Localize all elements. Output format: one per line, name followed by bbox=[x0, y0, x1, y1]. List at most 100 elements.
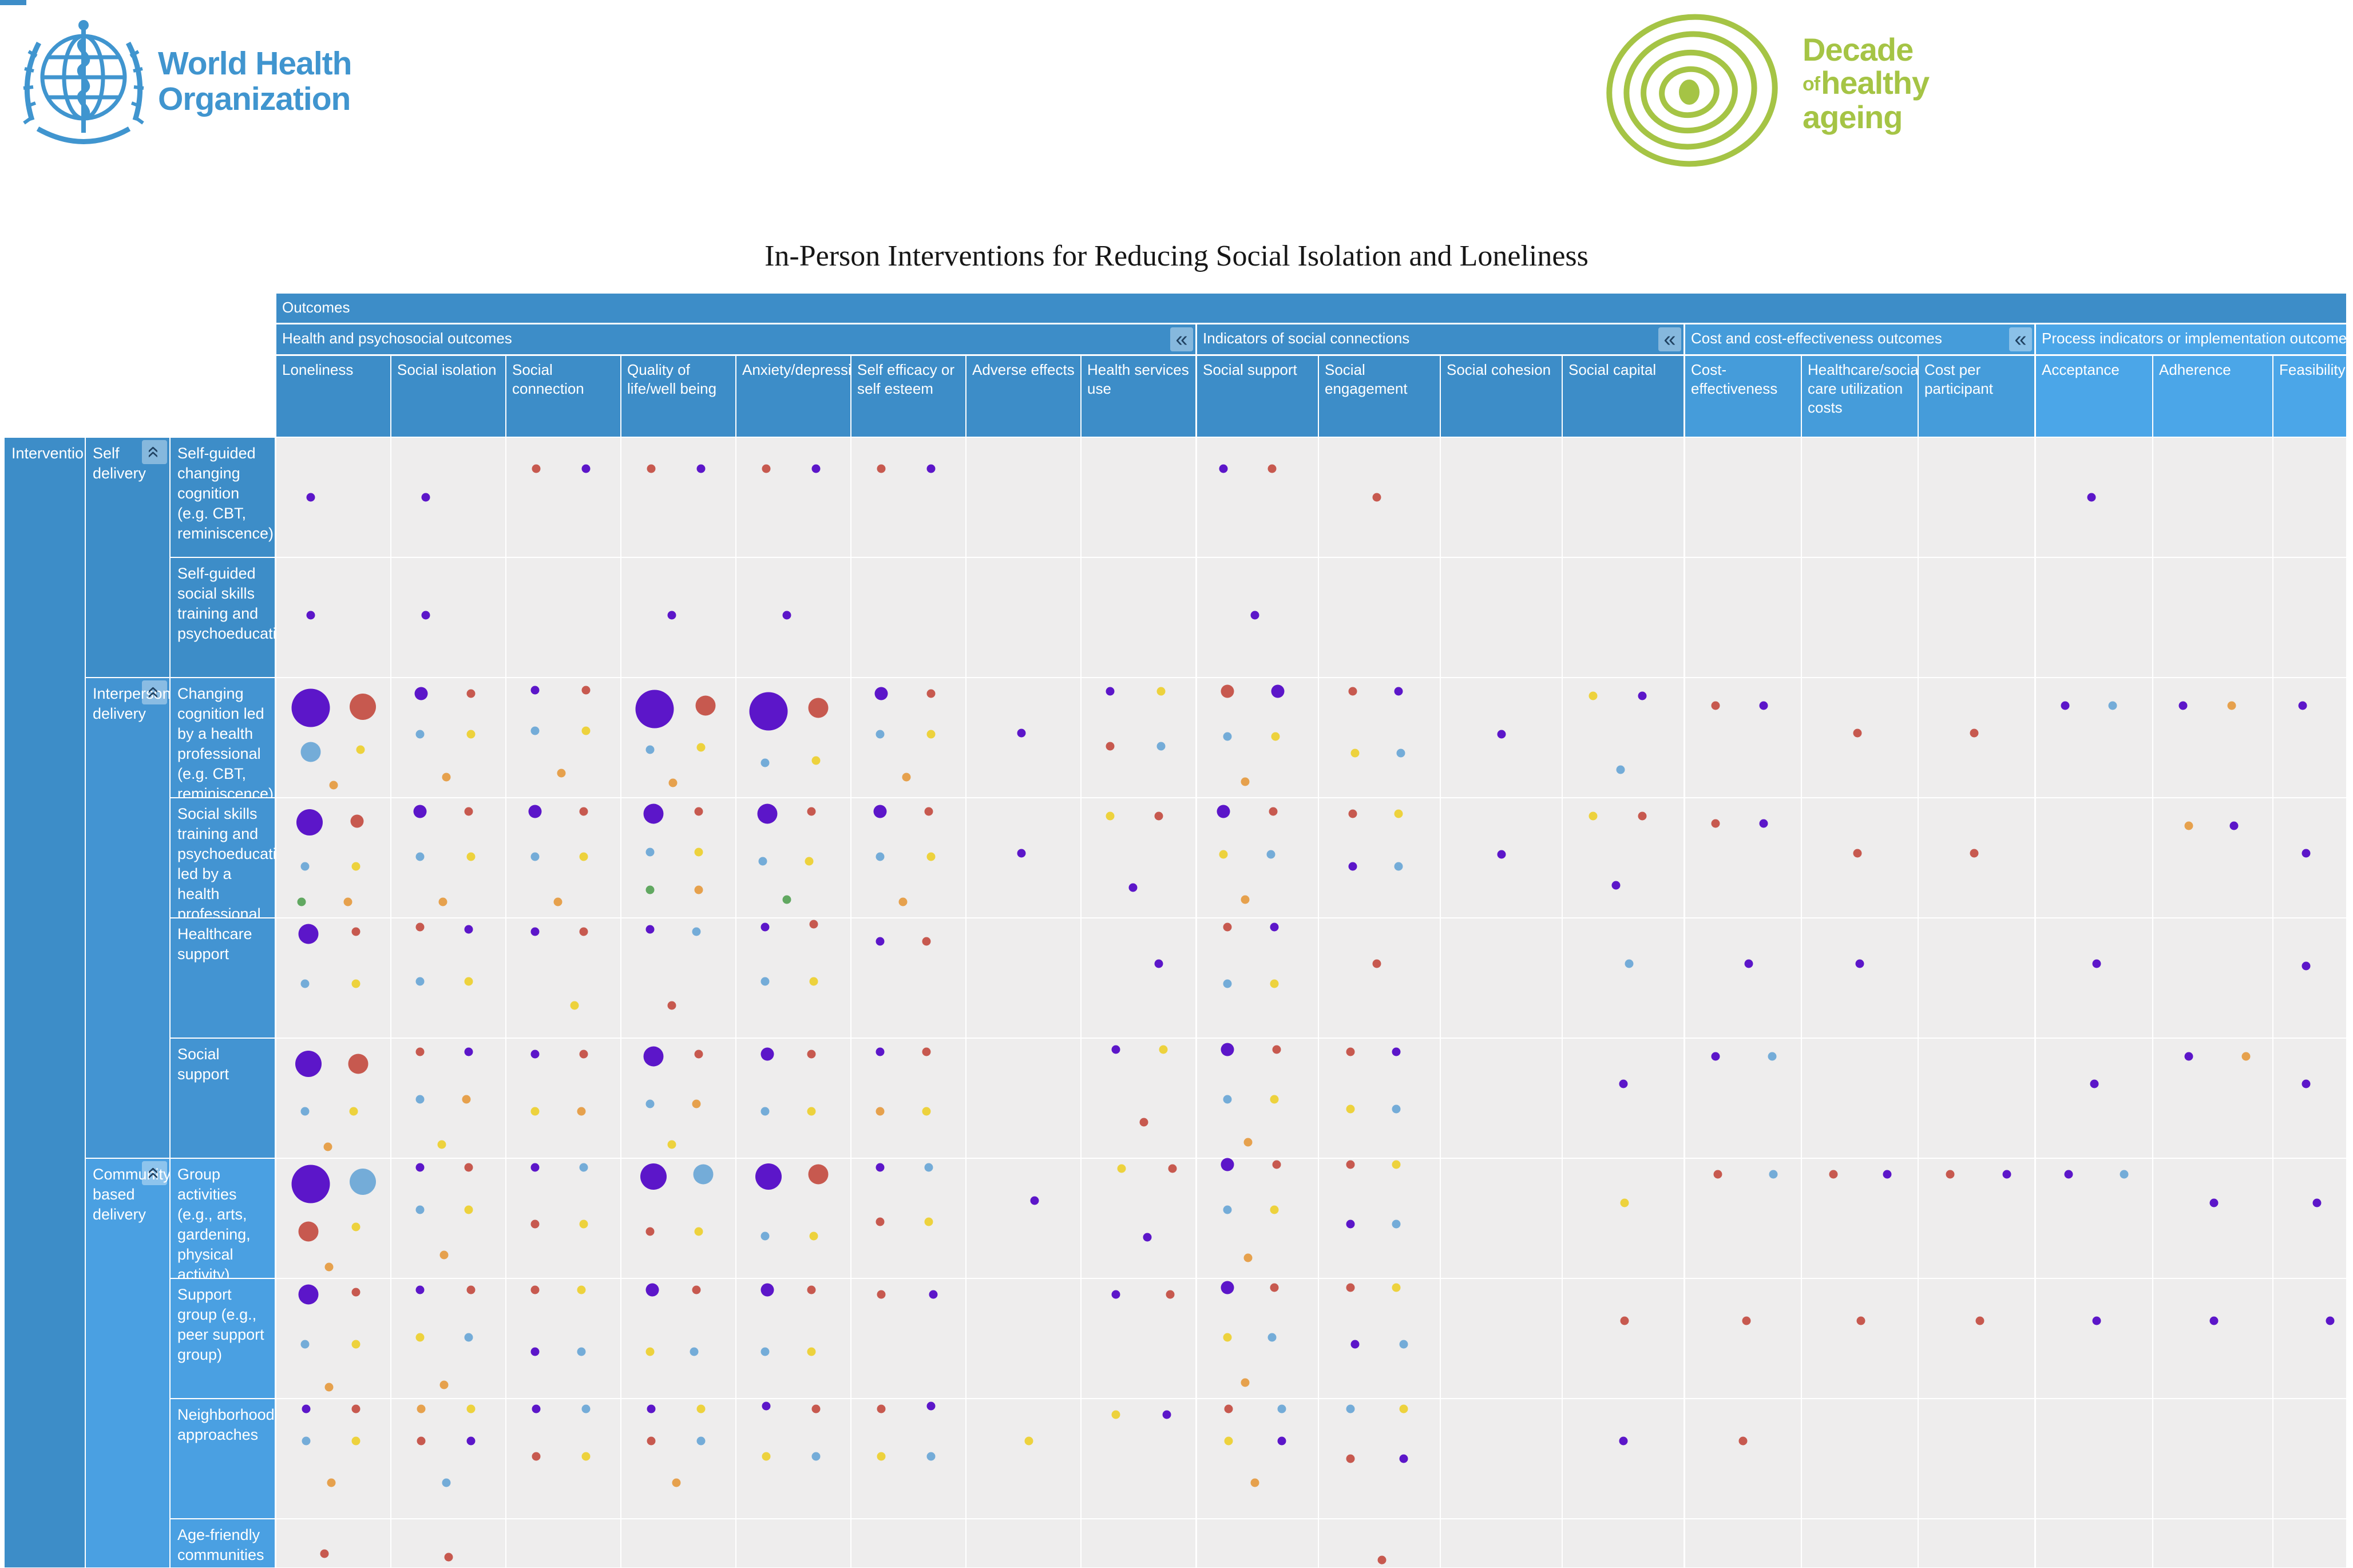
evidence-bubble-purple[interactable] bbox=[2002, 1170, 2011, 1179]
evidence-bubble-red[interactable] bbox=[1348, 809, 1357, 818]
evidence-bubble-purple[interactable] bbox=[528, 805, 542, 818]
evidence-bubble-purple[interactable] bbox=[1270, 922, 1279, 932]
evidence-bubble-red[interactable] bbox=[530, 1219, 540, 1229]
evidence-bubble-blue[interactable] bbox=[415, 1095, 425, 1104]
evidence-bubble-blue[interactable] bbox=[1392, 1219, 1401, 1229]
evidence-bubble-purple[interactable] bbox=[1221, 1281, 1234, 1294]
evidence-bubble-blue[interactable] bbox=[300, 742, 321, 762]
evidence-bubble-red[interactable] bbox=[762, 464, 771, 473]
evidence-bubble-purple[interactable] bbox=[1277, 1436, 1286, 1446]
evidence-bubble-purple[interactable] bbox=[1017, 728, 1026, 738]
evidence-bubble-purple[interactable] bbox=[2092, 959, 2101, 968]
evidence-bubble-purple[interactable] bbox=[306, 611, 315, 620]
evidence-bubble-yellow[interactable] bbox=[356, 745, 365, 754]
evidence-bubble-yellow[interactable] bbox=[807, 1107, 816, 1116]
evidence-bubble-yellow[interactable] bbox=[696, 1404, 706, 1413]
evidence-bubble-blue[interactable] bbox=[645, 1099, 655, 1108]
evidence-bubble-purple[interactable] bbox=[581, 464, 591, 473]
evidence-bubble-red[interactable] bbox=[1224, 1404, 1233, 1413]
evidence-bubble-yellow[interactable] bbox=[1270, 1205, 1279, 1214]
evidence-bubble-purple[interactable] bbox=[298, 924, 319, 944]
evidence-bubble-orange[interactable] bbox=[442, 773, 451, 782]
evidence-bubble-yellow[interactable] bbox=[1589, 811, 1598, 821]
evidence-bubble-orange[interactable] bbox=[876, 1107, 885, 1116]
evidence-bubble-yellow[interactable] bbox=[351, 1340, 361, 1349]
evidence-bubble-purple[interactable] bbox=[1759, 819, 1768, 828]
evidence-bubble-red[interactable] bbox=[464, 807, 473, 816]
evidence-bubble-red[interactable] bbox=[1223, 922, 1232, 932]
evidence-bubble-red[interactable] bbox=[579, 927, 588, 936]
evidence-bubble-yellow[interactable] bbox=[415, 1333, 425, 1342]
evidence-bubble-purple[interactable] bbox=[876, 937, 885, 946]
evidence-bubble-yellow[interactable] bbox=[1224, 1436, 1233, 1446]
evidence-bubble-purple[interactable] bbox=[1111, 1045, 1120, 1054]
evidence-bubble-orange[interactable] bbox=[1241, 895, 1250, 904]
evidence-bubble-red[interactable] bbox=[298, 1221, 319, 1242]
evidence-bubble-orange[interactable] bbox=[327, 1478, 336, 1487]
evidence-bubble-purple[interactable] bbox=[1221, 1158, 1234, 1171]
evidence-bubble-yellow[interactable] bbox=[696, 743, 706, 752]
evidence-bubble-purple[interactable] bbox=[1128, 883, 1138, 892]
evidence-bubble-purple[interactable] bbox=[2092, 1316, 2101, 1325]
evidence-bubble-red[interactable] bbox=[415, 922, 425, 932]
evidence-bubble-red[interactable] bbox=[1829, 1170, 1838, 1179]
evidence-bubble-blue[interactable] bbox=[645, 848, 655, 857]
evidence-bubble-yellow[interactable] bbox=[1219, 850, 1228, 859]
evidence-bubble-yellow[interactable] bbox=[809, 977, 818, 986]
evidence-bubble-purple[interactable] bbox=[1250, 611, 1259, 620]
evidence-bubble-red[interactable] bbox=[464, 1163, 473, 1172]
evidence-bubble-orange[interactable] bbox=[462, 1095, 471, 1104]
evidence-bubble-orange[interactable] bbox=[439, 1380, 449, 1389]
evidence-bubble-purple[interactable] bbox=[643, 803, 664, 824]
evidence-bubble-purple[interactable] bbox=[696, 464, 706, 473]
evidence-bubble-yellow[interactable] bbox=[1394, 809, 1403, 818]
evidence-bubble-orange[interactable] bbox=[1243, 1138, 1253, 1147]
evidence-bubble-yellow[interactable] bbox=[1271, 732, 1280, 741]
evidence-bubble-purple[interactable] bbox=[757, 803, 778, 824]
evidence-bubble-yellow[interactable] bbox=[922, 1107, 931, 1116]
evidence-bubble-red[interactable] bbox=[811, 1404, 821, 1413]
evidence-bubble-yellow[interactable] bbox=[1589, 691, 1598, 700]
evidence-bubble-yellow[interactable] bbox=[924, 1217, 933, 1226]
evidence-bubble-orange[interactable] bbox=[438, 897, 447, 906]
evidence-bubble-red[interactable] bbox=[1638, 811, 1647, 821]
evidence-bubble-orange[interactable] bbox=[692, 1099, 701, 1108]
evidence-bubble-yellow[interactable] bbox=[437, 1140, 446, 1149]
evidence-bubble-red[interactable] bbox=[350, 814, 364, 828]
evidence-bubble-purple[interactable] bbox=[647, 1404, 656, 1413]
evidence-bubble-yellow[interactable] bbox=[811, 756, 821, 765]
evidence-bubble-red[interactable] bbox=[581, 686, 591, 695]
evidence-bubble-red[interactable] bbox=[1856, 1316, 1865, 1325]
evidence-bubble-blue[interactable] bbox=[300, 1107, 310, 1116]
evidence-bubble-purple[interactable] bbox=[421, 493, 430, 502]
evidence-bubble-red[interactable] bbox=[1106, 742, 1115, 751]
evidence-bubble-yellow[interactable] bbox=[805, 857, 814, 866]
evidence-bubble-purple[interactable] bbox=[532, 1404, 541, 1413]
evidence-bubble-blue[interactable] bbox=[692, 927, 701, 936]
evidence-bubble-purple[interactable] bbox=[415, 1163, 425, 1172]
evidence-bubble-purple[interactable] bbox=[298, 1284, 319, 1305]
evidence-bubble-red[interactable] bbox=[1154, 811, 1163, 821]
evidence-bubble-purple[interactable] bbox=[2301, 849, 2311, 858]
evidence-bubble-blue[interactable] bbox=[693, 1164, 714, 1185]
evidence-bubble-blue[interactable] bbox=[760, 1347, 770, 1356]
evidence-bubble-purple[interactable] bbox=[306, 493, 315, 502]
evidence-bubble-yellow[interactable] bbox=[1270, 1095, 1279, 1104]
evidence-bubble-purple[interactable] bbox=[464, 925, 473, 934]
evidence-bubble-blue[interactable] bbox=[1156, 742, 1166, 751]
evidence-bubble-blue[interactable] bbox=[579, 1163, 588, 1172]
evidence-bubble-yellow[interactable] bbox=[1346, 1104, 1355, 1114]
evidence-bubble-yellow[interactable] bbox=[1620, 1198, 1629, 1207]
evidence-bubble-blue[interactable] bbox=[1392, 1104, 1401, 1114]
evidence-bubble-red[interactable] bbox=[1853, 849, 1862, 858]
evidence-bubble-blue[interactable] bbox=[1223, 979, 1232, 988]
evidence-bubble-red[interactable] bbox=[532, 1452, 541, 1461]
evidence-bubble-yellow[interactable] bbox=[1156, 687, 1166, 696]
evidence-bubble-purple[interactable] bbox=[413, 805, 427, 818]
evidence-bubble-purple[interactable] bbox=[645, 1283, 659, 1297]
evidence-bubble-purple[interactable] bbox=[876, 1047, 885, 1056]
evidence-bubble-red[interactable] bbox=[417, 1436, 426, 1446]
evidence-bubble-red[interactable] bbox=[1372, 493, 1381, 502]
evidence-bubble-purple[interactable] bbox=[530, 1163, 540, 1172]
evidence-bubble-red[interactable] bbox=[1346, 1283, 1355, 1292]
